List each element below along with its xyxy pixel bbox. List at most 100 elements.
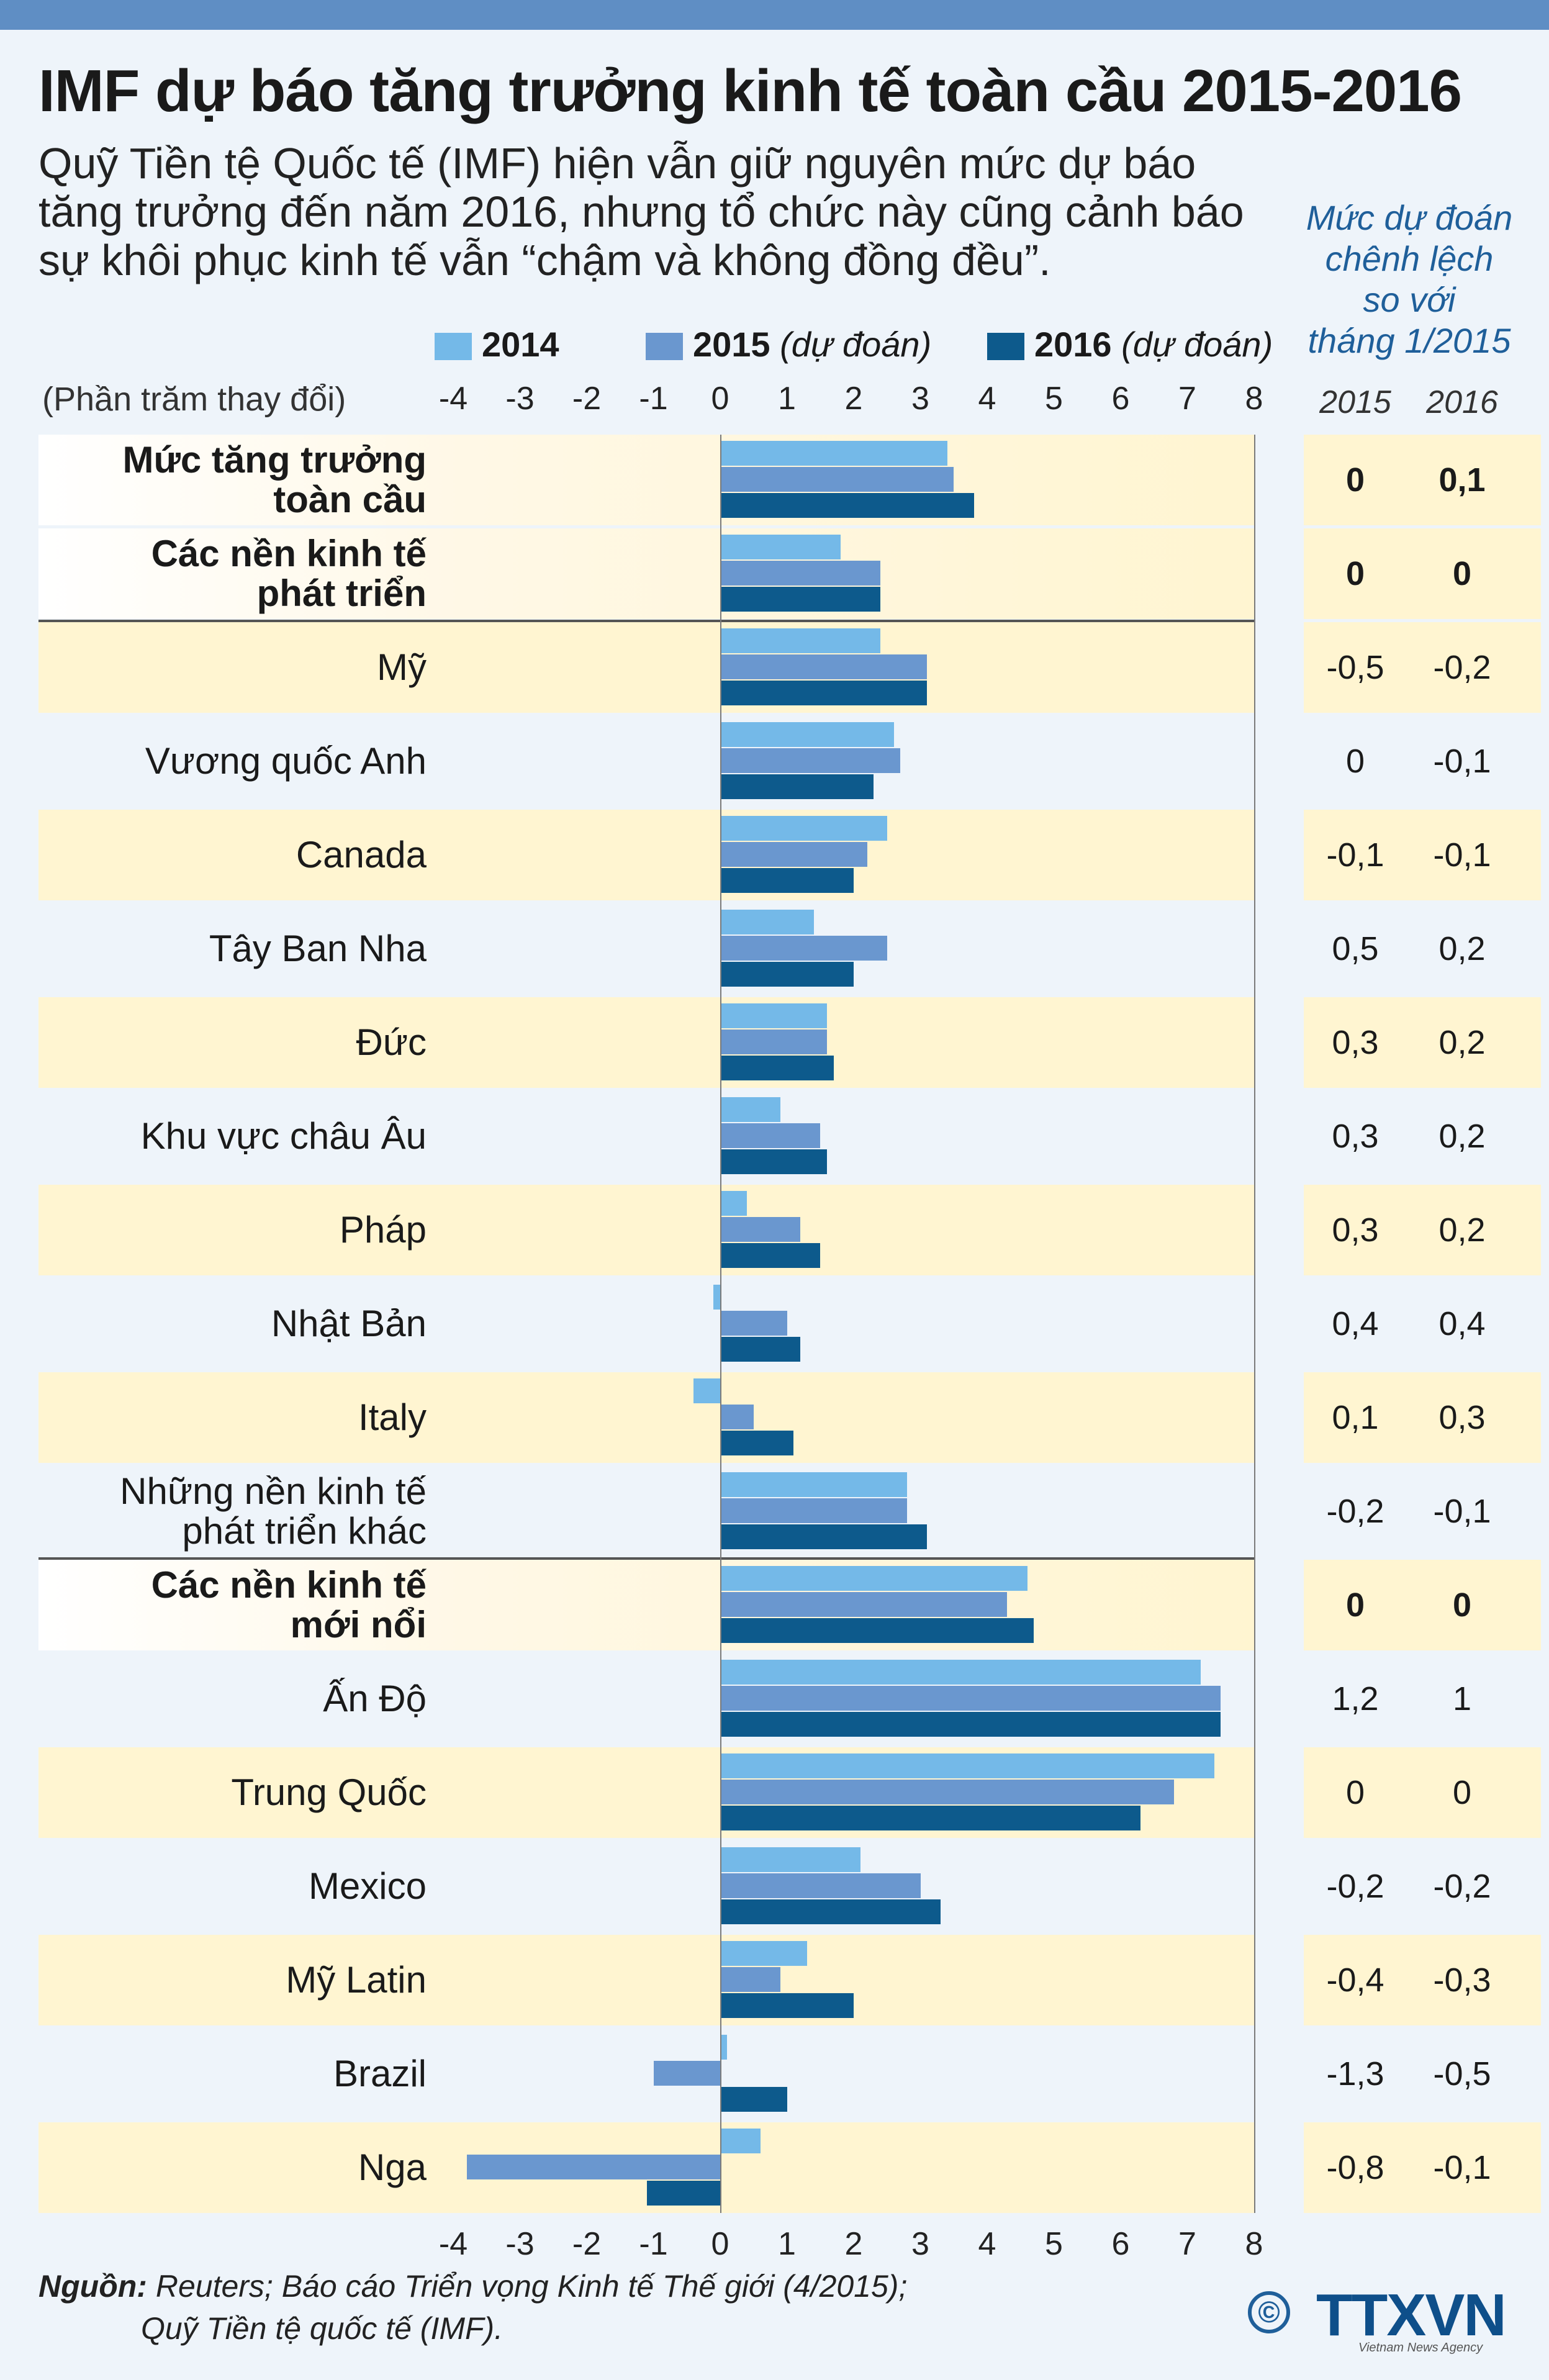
bar-2016 — [720, 681, 928, 705]
row-label: Brazil — [333, 2053, 427, 2094]
intro-line: Quỹ Tiền tệ Quốc tế (IMF) hiện vẫn giữ n… — [38, 139, 1196, 188]
difference-year-2016: 2016 — [1426, 384, 1498, 420]
unit-label: (Phần trăm thay đổi) — [42, 381, 346, 418]
bar-2015 — [720, 1029, 827, 1054]
legend-year: 2015 — [693, 325, 770, 364]
x-tick-label: 7 — [1178, 381, 1196, 417]
row-label: Tây Ban Nha — [209, 928, 427, 969]
bar-2015 — [720, 748, 901, 773]
difference-value-2016: -0,3 — [1433, 1961, 1491, 1999]
row-background-diff — [1304, 2122, 1541, 2213]
difference-value-2016: 0 — [1452, 1586, 1472, 1624]
x-tick-label: 6 — [1111, 2226, 1130, 2262]
bar-2015 — [653, 2061, 720, 2086]
x-tick-label: -1 — [639, 381, 668, 417]
difference-value-2015: 0 — [1345, 1774, 1365, 1811]
row-background-diff — [1304, 1372, 1541, 1463]
bar-2015 — [720, 654, 928, 679]
bar-2014 — [713, 1285, 720, 1310]
row-label: Nhật Bản — [271, 1303, 427, 1344]
source-line: Reuters; Báo cáo Triển vọng Kinh tế Thế … — [155, 2269, 908, 2304]
x-tick-label: -3 — [505, 381, 535, 417]
difference-value-2015: -0,5 — [1326, 649, 1384, 686]
difference-header: Mức dự đoán chênh lệch so với tháng 1/20… — [1298, 197, 1521, 361]
logo-subtext: Vietnam News Agency — [1358, 2341, 1483, 2355]
bar-2014 — [720, 1660, 1201, 1685]
difference-value-2016: 0,2 — [1438, 1118, 1486, 1155]
bar-2016 — [720, 774, 874, 799]
difference-value-2015: 0,3 — [1332, 1024, 1379, 1061]
row-background-diff — [1304, 997, 1541, 1088]
x-tick-label: 5 — [1045, 381, 1063, 417]
difference-value-2015: 0,4 — [1332, 1305, 1379, 1342]
row-background — [38, 997, 1255, 1088]
chart-row: Mức tăng trưởng toàn cầu 0 0,1 — [38, 435, 1541, 525]
bar-2014 — [720, 1847, 860, 1872]
chart-row: Vương quốc Anh 0 -0,1 — [38, 716, 1502, 807]
page-title: IMF dự báo tăng trưởng kinh tế toàn cầu … — [38, 58, 1462, 124]
legend-swatch — [987, 333, 1024, 360]
x-tick-label: 8 — [1245, 381, 1263, 417]
row-background — [38, 1935, 1255, 2025]
bar-2014 — [720, 722, 894, 747]
difference-value-2016: -0,5 — [1433, 2055, 1491, 2093]
row-label: Pháp — [339, 1209, 427, 1251]
bar-2014 — [720, 628, 880, 653]
intro-text: Quỹ Tiền tệ Quốc tế (IMF) hiện vẫn giữ n… — [38, 139, 1244, 284]
difference-value-2015: 0 — [1345, 1586, 1365, 1624]
difference-value-2016: -0,1 — [1433, 836, 1491, 874]
x-tick-label: 2 — [844, 381, 863, 417]
difference-value-2015: -1,3 — [1326, 2055, 1384, 2093]
x-tick-label: 2 — [844, 2226, 863, 2262]
legend-year: 2016 — [1034, 325, 1112, 364]
x-tick-label: 3 — [911, 381, 929, 417]
row-background-diff — [1304, 435, 1541, 525]
row-background — [38, 1560, 1255, 1650]
difference-value-2015: 0,5 — [1332, 930, 1379, 967]
bar-2016 — [720, 1806, 1141, 1830]
row-background — [38, 622, 1255, 713]
bar-2015 — [720, 1498, 907, 1523]
chart-row: Canada -0,1 -0,1 — [38, 810, 1541, 900]
chart-row: Đức 0,3 0,2 — [38, 997, 1541, 1088]
bar-2015 — [720, 561, 880, 586]
chart-row: Các nền kinh tế mới nổi 0 0 — [38, 1560, 1541, 1650]
row-label: Mỹ — [377, 646, 427, 688]
row-background-diff — [1304, 1747, 1541, 1838]
chart-row: Khu vực châu Âu 0,3 0,2 — [38, 1091, 1502, 1182]
legend-note: (dự đoán) — [1121, 325, 1273, 364]
difference-header-line: chênh lệch — [1325, 239, 1494, 278]
difference-value-2015: -0,8 — [1326, 2149, 1384, 2186]
right-axis-line — [1254, 435, 1255, 2213]
x-axis-ticks-top: -4 -3 -2 -1 0 1 2 3 4 5 6 7 8 — [0, 380, 1549, 423]
row-background-diff — [1304, 1185, 1541, 1275]
x-tick-label: 7 — [1178, 2226, 1196, 2262]
row-background-diff — [1304, 622, 1541, 713]
bar-2014 — [720, 1941, 807, 1966]
bar-2015 — [466, 2155, 720, 2179]
x-tick-label: -2 — [572, 381, 602, 417]
legend-year: 2014 — [482, 325, 559, 364]
bar-2016 — [720, 1149, 827, 1174]
row-background-diff — [1304, 528, 1541, 619]
difference-value-2016: 0 — [1452, 555, 1472, 592]
row-background-diff — [1304, 1935, 1541, 2025]
x-tick-label: 6 — [1111, 381, 1130, 417]
x-tick-label: -4 — [438, 2226, 468, 2262]
chart-row: Italy 0,1 0,3 — [38, 1372, 1541, 1463]
difference-header-line: so với — [1363, 280, 1456, 319]
bar-2014 — [720, 816, 887, 841]
x-tick-label: 4 — [978, 381, 996, 417]
difference-value-2016: 0 — [1452, 1774, 1472, 1811]
difference-value-2016: 0,3 — [1438, 1399, 1486, 1436]
bar-2014 — [720, 535, 841, 559]
bar-2014 — [720, 1566, 1027, 1591]
difference-value-2015: 1,2 — [1332, 1680, 1379, 1717]
row-background — [38, 435, 1255, 525]
source-note: Nguồn: Reuters; Báo cáo Triển vọng Kinh … — [38, 2265, 907, 2350]
intro-line: tăng trưởng đến năm 2016, nhưng tổ chức … — [38, 188, 1244, 236]
bar-2015 — [720, 1405, 754, 1429]
x-tick-label: 3 — [911, 2226, 929, 2262]
difference-value-2016: -0,1 — [1433, 1493, 1491, 1530]
zero-axis-line — [720, 435, 721, 2213]
